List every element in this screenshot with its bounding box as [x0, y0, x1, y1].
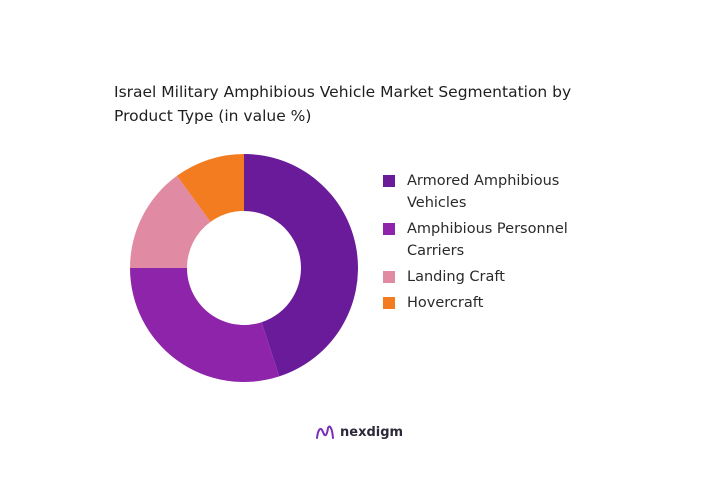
legend-swatch: [383, 271, 395, 283]
nexdigm-logo-icon: [316, 425, 334, 439]
brand-name: nexdigm: [340, 424, 404, 440]
donut-slice-2: [130, 268, 280, 383]
legend-item-2: Amphibious Personnel Carriers: [383, 218, 623, 262]
legend-item-3: Landing Craft: [383, 266, 623, 288]
legend-label: Armored Amphibious Vehicles: [407, 173, 560, 211]
brand-logo: nexdigm: [315, 423, 403, 441]
chart-legend: Armored Amphibious Vehicles Amphibious Pe…: [383, 170, 623, 318]
legend-item-1: Armored Amphibious Vehicles: [383, 170, 623, 214]
legend-label: Landing Craft: [407, 269, 505, 285]
legend-swatch: [383, 175, 395, 187]
legend-item-4: Hovercraft: [383, 292, 623, 314]
chart-title: Israel Military Amphibious Vehicle Marke…: [114, 83, 572, 125]
donut-slice-3: [130, 175, 211, 268]
donut-slice-1: [244, 154, 359, 377]
legend-label: Amphibious Personnel Carriers: [407, 221, 568, 259]
legend-swatch: [383, 297, 395, 309]
legend-swatch: [383, 223, 395, 235]
legend-label: Hovercraft: [407, 295, 484, 311]
donut-slice-4: [176, 154, 244, 222]
